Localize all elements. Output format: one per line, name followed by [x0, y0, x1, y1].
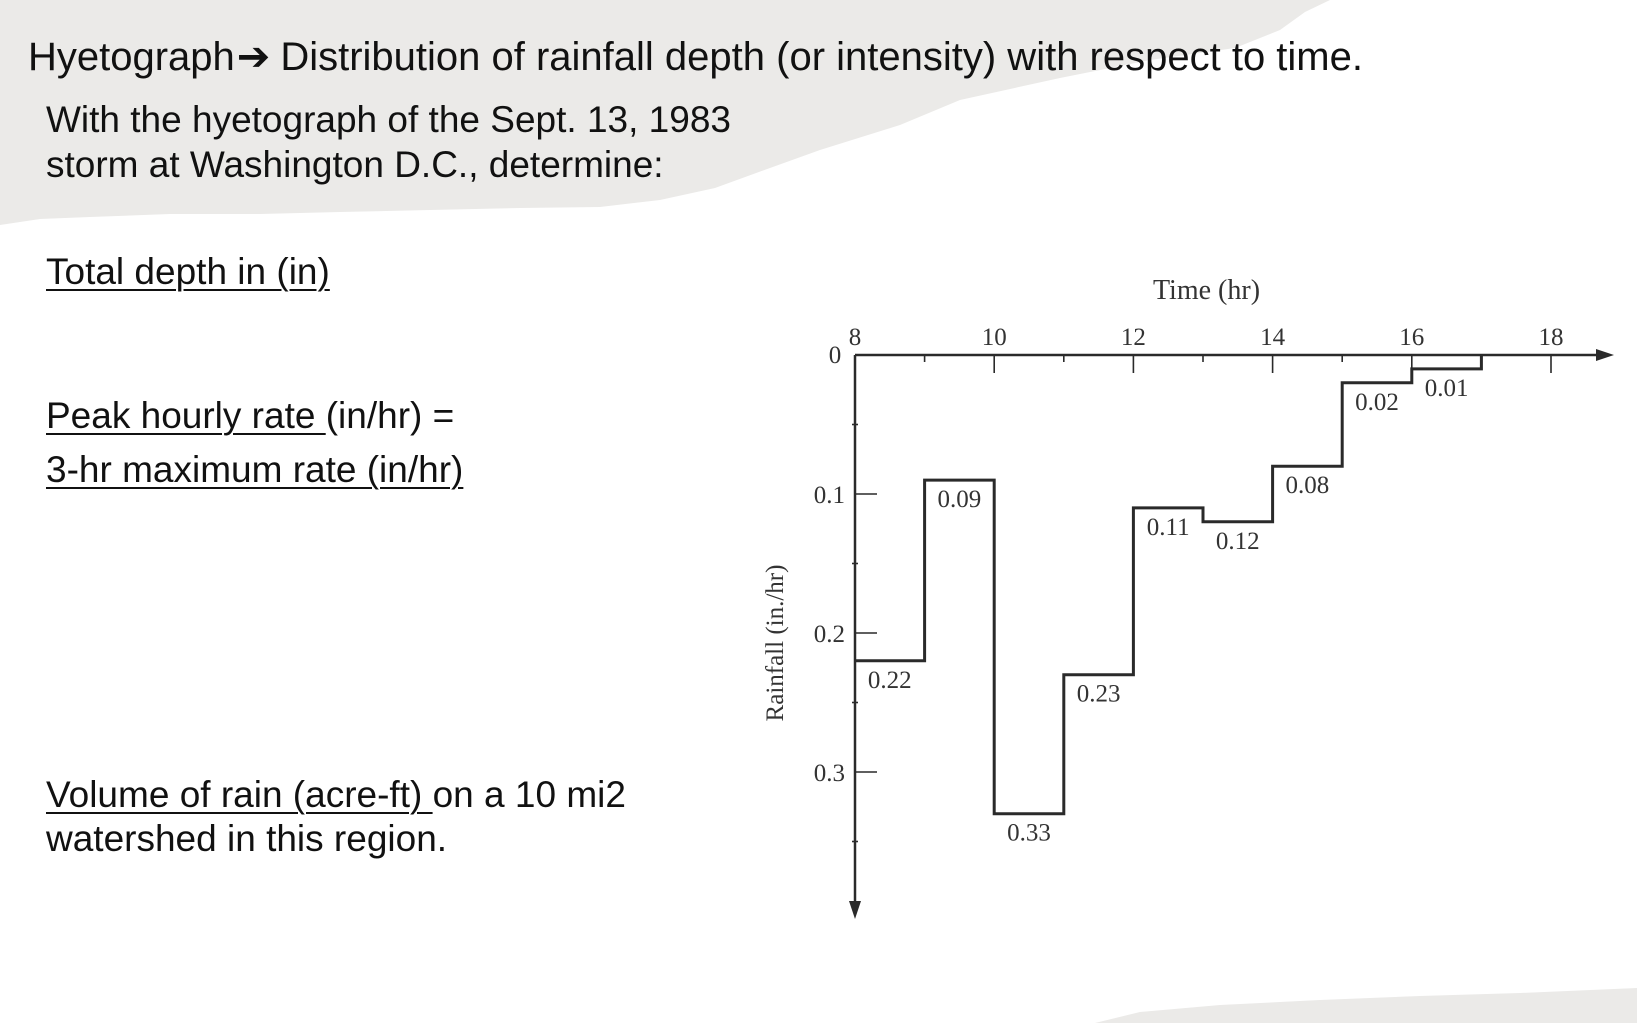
- bar-value-label: 0.22: [868, 667, 912, 694]
- question-peak-hourly-rate: Peak hourly rate (in/hr) =: [46, 393, 454, 439]
- hyetograph-bar: [1412, 355, 1482, 369]
- question-peak-rest: (in/hr) =: [325, 395, 455, 436]
- bar-value-label: 0.01: [1425, 375, 1469, 402]
- heading-definition: Distribution of rainfall depth (or inten…: [280, 35, 1363, 79]
- hyetograph-bar: [1203, 355, 1273, 522]
- x-tick-label: 12: [1121, 324, 1146, 351]
- question-3hr-text: 3-hr maximum rate (in/hr): [46, 449, 464, 490]
- origin-label: 0: [829, 342, 842, 369]
- x-tick-label: 18: [1539, 324, 1564, 351]
- bar-value-label: 0.23: [1077, 681, 1121, 708]
- x-axis-arrowhead: [1596, 349, 1614, 361]
- page-heading: Hyetograph➔ Distribution of rainfall dept…: [28, 32, 1363, 82]
- bar-value-label: 0.12: [1216, 528, 1260, 555]
- question-3hr-maximum-rate: 3-hr maximum rate (in/hr): [46, 447, 463, 493]
- heading-term: Hyetograph: [28, 35, 235, 79]
- hyetograph-step-line: [855, 355, 1483, 816]
- torn-paper-band-bottom: [1095, 988, 1637, 1023]
- question-volume-rest: on a 10 mi2: [432, 774, 626, 815]
- intro-line-2: storm at Washington D.C., determine:: [46, 144, 664, 185]
- y-tick-label: 0.1: [814, 482, 845, 509]
- hyetograph-bar: [1133, 355, 1203, 508]
- question-volume-line-2: watershed in this region.: [46, 818, 448, 859]
- hyetograph-bar: [855, 355, 925, 661]
- intro-line-1: With the hyetograph of the Sept. 13, 198…: [46, 99, 731, 140]
- bar-value-label: 0.08: [1286, 472, 1330, 499]
- y-axis-arrowhead: [849, 901, 861, 919]
- torn-paper-band-top: [0, 0, 1330, 225]
- question-total-depth-text: Total depth in (in): [46, 251, 330, 292]
- question-total-depth: Total depth in (in): [46, 249, 330, 295]
- y-tick-label: 0.3: [814, 760, 845, 787]
- y-tick-label: 0.2: [814, 621, 845, 648]
- question-volume-line-1: Volume of rain (acre-ft) on a 10 mi2: [46, 772, 626, 818]
- hyetograph-bar: [925, 355, 995, 480]
- question-volume-underlined: Volume of rain (acre-ft): [46, 774, 433, 815]
- right-arrow-icon: ➔: [236, 35, 271, 79]
- question-peak-underlined: Peak hourly rate: [46, 395, 326, 436]
- x-tick-label: 16: [1399, 324, 1424, 351]
- bar-value-label: 0.09: [938, 486, 982, 513]
- hyetograph-bar: [1273, 355, 1343, 466]
- bar-value-label: 0.02: [1355, 389, 1399, 416]
- y-axis-title: Rainfall (in./hr): [762, 565, 789, 722]
- hyetograph-bar: [994, 355, 1064, 814]
- hyetograph-bar: [1064, 355, 1134, 675]
- x-axis-title: Time (hr): [1153, 275, 1260, 306]
- bar-value-label: 0.33: [1007, 820, 1051, 847]
- bar-value-label: 0.11: [1147, 514, 1190, 541]
- x-tick-label: 10: [982, 324, 1007, 351]
- x-tick-label: 14: [1260, 324, 1286, 351]
- hyetograph-bar: [1342, 355, 1412, 383]
- x-tick-label: 8: [849, 324, 862, 351]
